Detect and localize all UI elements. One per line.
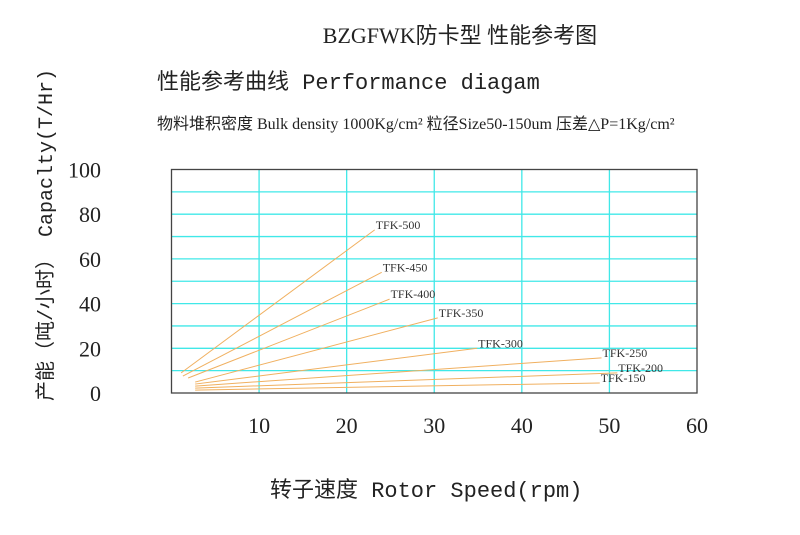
series-line-tfk-200 (195, 372, 618, 389)
series-label: TFK-150 (601, 371, 646, 385)
series-label: TFK-500 (376, 218, 421, 232)
x-tick-label: 50 (598, 413, 620, 438)
x-tick-label: 30 (423, 413, 445, 438)
x-tick-label: 60 (686, 413, 708, 438)
y-tick-label: 20 (79, 336, 101, 361)
chart-subtitle: 性能参考曲线 Performance diagam (157, 71, 540, 96)
plot-frame (170, 168, 698, 394)
x-tick-label: 40 (511, 413, 533, 438)
series-label: TFK-250 (603, 346, 648, 360)
y-tick-label: 100 (68, 158, 101, 183)
series-label: TFK-300 (478, 336, 523, 350)
y-tick-label: 0 (90, 381, 101, 406)
series-line-tfk-350 (195, 317, 438, 383)
series-line-tfk-250 (195, 357, 602, 387)
y-tick-label: 80 (79, 202, 101, 227)
series-label: TFK-400 (391, 287, 436, 301)
series-line-tfk-500 (180, 229, 375, 374)
spec-annotation: 物料堆积密度 Bulk density 1000Kg/cm² 粒径Size50-… (157, 116, 675, 133)
series-line-tfk-400 (187, 298, 390, 379)
x-tick-label: 10 (248, 413, 270, 438)
chart-title: BZGFWK防卡型 性能参考图 (322, 23, 598, 48)
series-label: TFK-450 (383, 260, 428, 274)
y-tick-label: 40 (79, 292, 101, 317)
series-line-tfk-450 (182, 271, 382, 377)
x-tick-label: 20 (336, 413, 358, 438)
series-label: TFK-200 (618, 361, 663, 375)
y-tick-label: 60 (79, 247, 101, 272)
x-axis-label: 转子速度 Rotor Speed(rpm) (270, 479, 583, 504)
series-label: TFK-350 (439, 306, 484, 320)
series-line-tfk-300 (195, 347, 478, 385)
series-line-tfk-150 (195, 382, 600, 391)
